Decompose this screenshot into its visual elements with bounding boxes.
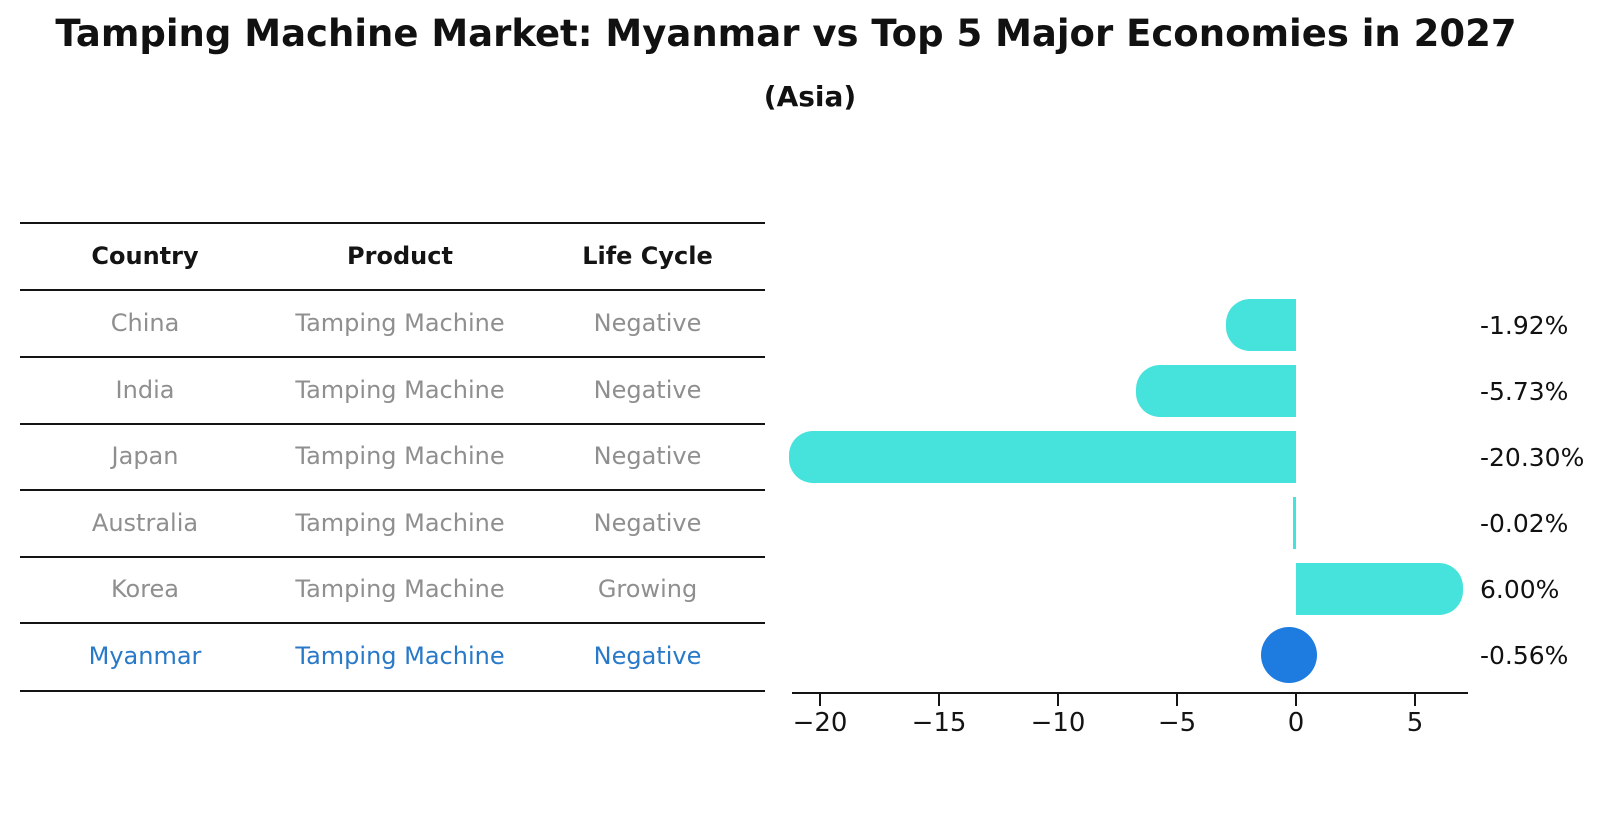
- table-row-australia: Australia Tamping Machine Negative: [20, 489, 765, 556]
- bar-china: [1226, 299, 1296, 351]
- x-axis-tick: [1176, 694, 1178, 706]
- cell-life-cycle: Life Cycle: [582, 241, 713, 270]
- cell-life-cycle: Negative: [593, 642, 702, 670]
- cell-country: Korea: [110, 575, 180, 603]
- table-row-korea: Korea Tamping Machine Growing: [20, 556, 765, 622]
- x-axis-tick-label: −10: [1030, 708, 1086, 738]
- table-rule-line: [20, 222, 765, 224]
- cell-life-cycle: Negative: [593, 308, 702, 337]
- table-rule-line: [20, 289, 765, 291]
- x-axis-tick: [1414, 694, 1416, 706]
- cell-country: China: [110, 308, 180, 337]
- cell-life-cycle: Growing: [597, 575, 698, 603]
- x-axis-tick: [938, 694, 940, 706]
- cell-product: Tamping Machine: [295, 442, 505, 470]
- table-row-header: Country Product Life Cycle: [20, 222, 765, 289]
- cell-product: Tamping Machine: [295, 575, 505, 603]
- cell-life-cycle: Negative: [593, 442, 702, 470]
- table-row-japan: Japan Tamping Machine Negative: [20, 423, 765, 489]
- bar-australia: [1293, 497, 1296, 549]
- cell-country: Country: [91, 241, 199, 270]
- cell-product: Tamping Machine: [295, 508, 505, 537]
- table-row-india: India Tamping Machine Negative: [20, 356, 765, 423]
- cell-product: Tamping Machine: [295, 642, 505, 670]
- bar-korea: [1296, 563, 1463, 615]
- bar-japan: [788, 431, 1296, 483]
- table-row-myanmar: Myanmar Tamping Machine Negative: [20, 622, 765, 690]
- x-axis-tick: [819, 694, 821, 706]
- cell-country: Australia: [91, 508, 199, 537]
- table-rule-line: [20, 423, 765, 425]
- bar-value-label-japan: -20.30%: [1480, 442, 1585, 472]
- highlight-marker-myanmar: [1261, 627, 1318, 683]
- table-rule-line: [20, 556, 765, 558]
- x-axis-tick-label: 0: [1287, 708, 1305, 738]
- x-axis-tick: [1057, 694, 1059, 706]
- page-title: Tamping Machine Market: Myanmar vs Top 5…: [55, 12, 1517, 55]
- bar-india: [1135, 365, 1296, 417]
- x-axis-line: [792, 692, 1468, 694]
- cell-life-cycle: Negative: [593, 375, 702, 404]
- table-rule-line: [20, 690, 765, 692]
- page-subtitle: (Asia): [763, 80, 857, 113]
- bar-value-label-korea: 6.00%: [1480, 574, 1560, 604]
- x-axis-tick-label: −20: [792, 708, 848, 738]
- cell-life-cycle: Negative: [593, 508, 702, 537]
- x-axis-tick-label: −5: [1157, 708, 1197, 738]
- bar-value-label-myanmar: -0.56%: [1480, 640, 1569, 670]
- table-rule-line: [20, 489, 765, 491]
- table-rule-line: [20, 356, 765, 358]
- bar-value-label-china: -1.92%: [1480, 310, 1569, 340]
- x-axis-tick-label: −15: [911, 708, 967, 738]
- bar-value-label-india: -5.73%: [1480, 376, 1569, 406]
- bar-value-label-australia: -0.02%: [1480, 508, 1569, 538]
- cell-product: Tamping Machine: [295, 375, 505, 404]
- cell-country: Japan: [111, 442, 179, 470]
- x-axis-tick: [1295, 694, 1297, 706]
- cell-product: Product: [347, 241, 453, 270]
- cell-country: Myanmar: [88, 642, 202, 670]
- table-rule-line: [20, 622, 765, 624]
- table-row-china: China Tamping Machine Negative: [20, 289, 765, 356]
- x-axis-tick-label: 5: [1406, 708, 1424, 738]
- cell-product: Tamping Machine: [295, 308, 505, 337]
- cell-country: India: [115, 375, 175, 404]
